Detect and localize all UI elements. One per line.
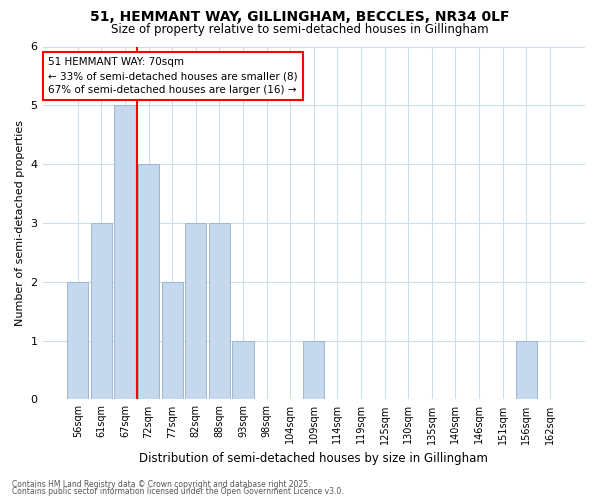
- Bar: [138, 164, 159, 400]
- Bar: [209, 223, 230, 400]
- Bar: [232, 340, 254, 400]
- Text: Contains public sector information licensed under the Open Government Licence v3: Contains public sector information licen…: [12, 488, 344, 496]
- Bar: [515, 340, 537, 400]
- Text: 51 HEMMANT WAY: 70sqm
← 33% of semi-detached houses are smaller (8)
67% of semi-: 51 HEMMANT WAY: 70sqm ← 33% of semi-deta…: [48, 57, 298, 95]
- Text: 51, HEMMANT WAY, GILLINGHAM, BECCLES, NR34 0LF: 51, HEMMANT WAY, GILLINGHAM, BECCLES, NR…: [90, 10, 510, 24]
- Text: Contains HM Land Registry data © Crown copyright and database right 2025.: Contains HM Land Registry data © Crown c…: [12, 480, 311, 489]
- Bar: [67, 282, 88, 400]
- X-axis label: Distribution of semi-detached houses by size in Gillingham: Distribution of semi-detached houses by …: [139, 452, 488, 465]
- Bar: [115, 106, 136, 400]
- Text: Size of property relative to semi-detached houses in Gillingham: Size of property relative to semi-detach…: [111, 22, 489, 36]
- Bar: [91, 223, 112, 400]
- Bar: [161, 282, 183, 400]
- Y-axis label: Number of semi-detached properties: Number of semi-detached properties: [15, 120, 25, 326]
- Bar: [303, 340, 325, 400]
- Bar: [185, 223, 206, 400]
